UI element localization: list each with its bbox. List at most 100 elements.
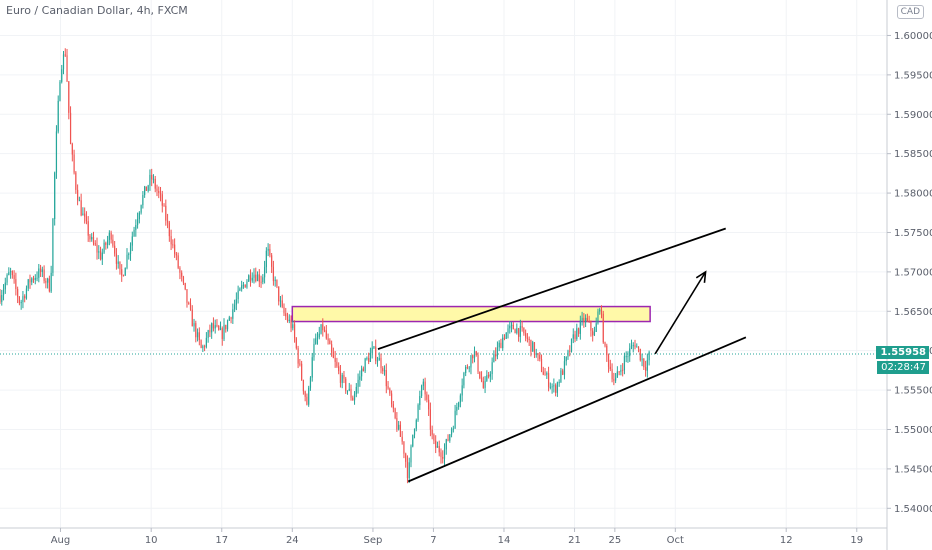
candle-body bbox=[89, 235, 91, 240]
candle-body bbox=[592, 330, 594, 336]
candle-body bbox=[394, 408, 396, 419]
candle-body bbox=[479, 371, 481, 379]
candle-body bbox=[519, 326, 521, 337]
candle-body bbox=[156, 188, 158, 191]
candle-body bbox=[442, 457, 444, 459]
trendlines[interactable] bbox=[377, 227, 747, 483]
candle-body bbox=[590, 321, 592, 331]
candle-body bbox=[456, 406, 458, 411]
candle-body bbox=[64, 54, 66, 56]
candle-body bbox=[567, 350, 569, 357]
candle-body bbox=[47, 278, 49, 283]
candle-body bbox=[34, 277, 36, 280]
candle-body bbox=[392, 404, 394, 409]
price-tick-label: 1.59000 bbox=[894, 110, 932, 121]
candle-body bbox=[112, 239, 114, 246]
candle-body bbox=[401, 436, 403, 442]
candle-body bbox=[341, 375, 343, 383]
candle-body bbox=[426, 394, 428, 400]
candle-body bbox=[615, 377, 617, 381]
candle-body bbox=[376, 360, 379, 362]
candle-body bbox=[182, 276, 185, 283]
candle-body bbox=[334, 357, 336, 362]
time-axis[interactable]: Aug 10 17 24 Sep 7 14 21 25 Oct 12 19 bbox=[51, 528, 863, 546]
candle-body bbox=[214, 325, 216, 329]
candle-body bbox=[158, 190, 160, 193]
candle-body bbox=[532, 342, 534, 352]
candle-body bbox=[9, 271, 12, 273]
candle-body bbox=[175, 253, 177, 256]
time-tick-label: 21 bbox=[568, 535, 581, 546]
currency-badge[interactable]: CAD bbox=[896, 5, 924, 19]
candle-body bbox=[523, 327, 525, 334]
candle-body bbox=[613, 379, 615, 381]
candle-body bbox=[216, 325, 218, 327]
candle-body bbox=[583, 317, 585, 323]
candle-body bbox=[244, 284, 246, 288]
candle-body bbox=[22, 296, 24, 302]
resistance-zone[interactable] bbox=[291, 305, 651, 323]
candle-body bbox=[59, 81, 61, 101]
candle-body bbox=[505, 332, 507, 339]
candle-body bbox=[350, 388, 352, 398]
candle-body bbox=[323, 330, 326, 332]
candle-body bbox=[117, 261, 119, 264]
price-tick-label: 1.57000 bbox=[894, 267, 932, 278]
candle-body bbox=[110, 232, 112, 240]
price-axis[interactable]: 1.60000 1.59500 1.59000 1.58500 1.58000 1.575… bbox=[887, 31, 932, 515]
candle-body bbox=[255, 274, 257, 281]
candle-body bbox=[440, 452, 442, 458]
price-tick-label: 1.58000 bbox=[894, 189, 932, 200]
arrow-shaft[interactable] bbox=[654, 271, 707, 355]
candle-body bbox=[435, 440, 437, 448]
candle-body bbox=[512, 324, 514, 330]
candle-body bbox=[283, 306, 285, 314]
trendline-channel-upper[interactable] bbox=[377, 227, 727, 350]
candle-body bbox=[209, 330, 211, 333]
candle-body bbox=[336, 361, 338, 367]
candle-body bbox=[189, 303, 192, 310]
candle-body bbox=[4, 282, 6, 290]
candle-body bbox=[105, 242, 107, 245]
candle-body bbox=[322, 324, 324, 331]
candle-body bbox=[241, 285, 243, 289]
candle-body bbox=[80, 200, 82, 216]
candle-body bbox=[87, 221, 89, 236]
arrow-head[interactable] bbox=[695, 270, 707, 283]
candle-body bbox=[168, 222, 170, 237]
candle-body bbox=[193, 323, 195, 327]
candle-body bbox=[436, 445, 439, 448]
trendline-channel-lower[interactable] bbox=[407, 336, 747, 483]
candle-body bbox=[463, 372, 465, 386]
candle-body bbox=[149, 174, 151, 186]
candle-body bbox=[466, 367, 469, 369]
candle-body bbox=[128, 253, 130, 255]
candle-body bbox=[544, 374, 546, 376]
candle-body bbox=[38, 268, 40, 278]
candle-body bbox=[8, 272, 10, 275]
candle-body bbox=[228, 317, 230, 321]
candle-body bbox=[237, 290, 239, 300]
candle-body bbox=[364, 358, 366, 372]
candle-body bbox=[577, 328, 580, 334]
candle-body bbox=[279, 300, 282, 302]
candle-body bbox=[45, 280, 47, 283]
candle-body bbox=[115, 253, 118, 264]
candle-body bbox=[495, 354, 497, 357]
candle-body bbox=[166, 220, 169, 223]
candle-body bbox=[124, 267, 126, 276]
candle-body bbox=[533, 342, 536, 355]
candle-body bbox=[242, 284, 245, 286]
candle-body bbox=[572, 334, 574, 339]
candle-body bbox=[599, 309, 601, 312]
candle-body bbox=[602, 313, 604, 343]
candle-body bbox=[641, 358, 643, 361]
candle-body bbox=[188, 302, 190, 304]
candle-body bbox=[537, 353, 539, 356]
time-tick-label: 7 bbox=[430, 535, 436, 546]
projection-arrow[interactable] bbox=[654, 270, 707, 355]
candle-body bbox=[31, 278, 33, 283]
candle-body bbox=[618, 371, 620, 373]
candle-body bbox=[142, 194, 144, 206]
